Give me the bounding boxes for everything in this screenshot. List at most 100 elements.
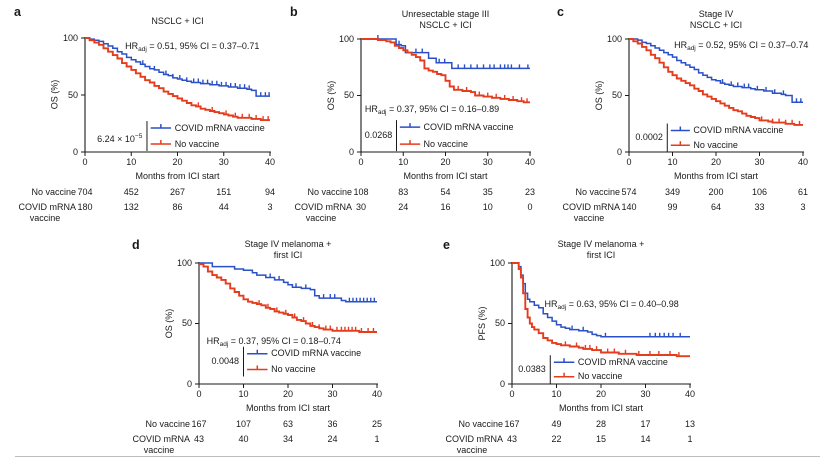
x-tick-label: 0 bbox=[509, 389, 515, 399]
legend-label-no_vaccine: No vaccine bbox=[423, 138, 469, 149]
risk-value: 3 bbox=[800, 202, 806, 212]
risk-row-label: COVID mRNA bbox=[294, 202, 352, 212]
y-tick-label: 50 bbox=[181, 318, 192, 328]
panel-title: Stage IV bbox=[698, 9, 734, 19]
risk-row-label: No vaccine bbox=[31, 187, 76, 197]
legend-label-no_vaccine: No vaccine bbox=[577, 371, 623, 382]
risk-value: 40 bbox=[238, 434, 249, 444]
risk-value: 28 bbox=[595, 419, 606, 429]
x-tick-label: 20 bbox=[172, 157, 183, 167]
y-tick-label: 100 bbox=[606, 33, 622, 44]
x-tick-label: 30 bbox=[218, 157, 229, 167]
p-value: 0.0268 bbox=[364, 130, 393, 141]
risk-value: 24 bbox=[398, 202, 409, 212]
bottom-rule bbox=[15, 456, 820, 457]
risk-row-label: No vaccine bbox=[145, 419, 190, 429]
x-tick-label: 20 bbox=[282, 389, 293, 399]
km-plot-svg bbox=[195, 262, 378, 388]
panel-a: a NSCLC + ICI OS (%) 0 50 100 0 10 20 30 40 Months … bbox=[6, 6, 282, 234]
panel-title: NSCLC + ICI bbox=[151, 16, 204, 26]
x-tick-label: 0 bbox=[82, 157, 88, 167]
risk-row-label: COVID mRNA bbox=[132, 434, 190, 444]
risk-value: 14 bbox=[640, 434, 651, 444]
p-value: 0.0383 bbox=[518, 363, 546, 374]
risk-row-label: No vaccine bbox=[458, 419, 503, 429]
risk-row-label: vaccine bbox=[456, 445, 488, 455]
risk-row-label: vaccine bbox=[29, 213, 61, 223]
km-plot-svg bbox=[357, 35, 531, 156]
y-tick-label: 100 bbox=[176, 257, 192, 268]
x-tick-label: 0 bbox=[626, 157, 632, 167]
y-tick-label: 50 bbox=[67, 89, 78, 100]
panel-title: Unresectable stage III bbox=[401, 9, 490, 19]
x-axis-label: Months from ICI start bbox=[245, 403, 331, 413]
risk-row-label: No vaccine bbox=[575, 187, 620, 197]
risk-value: 108 bbox=[353, 187, 369, 197]
km-plot-svg bbox=[625, 38, 804, 156]
risk-row-label: vaccine bbox=[573, 213, 605, 223]
risk-value: 349 bbox=[664, 187, 681, 197]
panel-b: b Unresectable stage III NSCLC + ICI OS (%)… bbox=[282, 6, 550, 234]
risk-row-label: COVID mRNA bbox=[445, 434, 503, 444]
risk-value: 30 bbox=[355, 202, 366, 212]
hr-annotation: HRadj = 0.37, 95% CI = 0.16–0.89 bbox=[364, 103, 500, 116]
panel-label-b: b bbox=[290, 5, 298, 19]
risk-value: 35 bbox=[482, 187, 493, 197]
survival-curve-vaccine bbox=[629, 38, 803, 104]
risk-value: 54 bbox=[440, 187, 451, 197]
panel-title: first ICI bbox=[273, 250, 303, 260]
km-plot-svg bbox=[81, 37, 271, 156]
y-tick-label: 100 bbox=[338, 33, 354, 44]
risk-value: 83 bbox=[398, 187, 409, 197]
risk-value: 43 bbox=[506, 434, 517, 444]
risk-value: 167 bbox=[191, 419, 207, 429]
risk-value: 34 bbox=[282, 434, 293, 444]
risk-value: 0 bbox=[527, 202, 533, 212]
x-tick-label: 0 bbox=[196, 389, 202, 399]
panel-title: NSCLC + ICI bbox=[689, 20, 743, 30]
panel-title: Stage IV melanoma + bbox=[557, 239, 645, 249]
y-tick-label: 0 bbox=[72, 146, 78, 157]
panel-title: first ICI bbox=[586, 250, 616, 260]
y-tick-label: 50 bbox=[343, 90, 354, 100]
hr-annotation: HRadj = 0.37, 95% CI = 0.18–0.74 bbox=[206, 335, 341, 348]
y-tick-label: 50 bbox=[611, 90, 622, 100]
x-tick-label: 10 bbox=[667, 157, 678, 167]
risk-value: 16 bbox=[440, 202, 451, 212]
survival-curve-no_vaccine bbox=[361, 38, 530, 104]
x-tick-label: 40 bbox=[684, 389, 695, 399]
y-tick-label: 0 bbox=[499, 378, 505, 389]
panel-title: Stage IV melanoma + bbox=[244, 239, 332, 249]
risk-value: 25 bbox=[371, 419, 382, 429]
x-tick-label: 40 bbox=[524, 157, 535, 167]
legend-label-vaccine: COVID mRNA vaccine bbox=[693, 125, 784, 136]
risk-value: 267 bbox=[169, 187, 186, 197]
risk-value: 107 bbox=[235, 419, 252, 429]
risk-row-label: No vaccine bbox=[307, 187, 352, 197]
p-value: 6.24 × 10−5 bbox=[97, 132, 143, 144]
y-tick-label: 100 bbox=[62, 32, 78, 43]
x-tick-label: 10 bbox=[551, 389, 562, 399]
risk-value: 63 bbox=[282, 419, 293, 429]
y-tick-label: 0 bbox=[348, 146, 354, 157]
x-axis-label: Months from ICI start bbox=[403, 171, 488, 181]
risk-row-label: vaccine bbox=[143, 445, 175, 455]
legend-label-no_vaccine: No vaccine bbox=[271, 363, 316, 374]
panel-label-a: a bbox=[14, 5, 21, 19]
risk-row-label: COVID mRNA bbox=[18, 202, 76, 212]
risk-value: 94 bbox=[264, 187, 275, 197]
p-value: 0.0002 bbox=[635, 132, 663, 143]
risk-value: 106 bbox=[751, 187, 768, 197]
risk-value: 99 bbox=[667, 202, 678, 212]
risk-row-label: COVID mRNA bbox=[562, 202, 620, 212]
risk-value: 64 bbox=[710, 202, 721, 212]
hr-annotation: HRadj = 0.51, 95% CI = 0.37–0.71 bbox=[125, 41, 260, 54]
x-tick-label: 30 bbox=[754, 157, 765, 167]
legend-label-no_vaccine: No vaccine bbox=[174, 138, 220, 149]
panel-c: c Stage IV NSCLC + ICI OS (%) 0 50 100 0 10 20 30 4… bbox=[550, 6, 818, 234]
risk-value: 17 bbox=[640, 419, 651, 429]
x-axis-label: Months from ICI start bbox=[673, 171, 759, 181]
panel-title: NSCLC + ICI bbox=[419, 20, 472, 30]
survival-curve-no_vaccine bbox=[85, 37, 270, 122]
